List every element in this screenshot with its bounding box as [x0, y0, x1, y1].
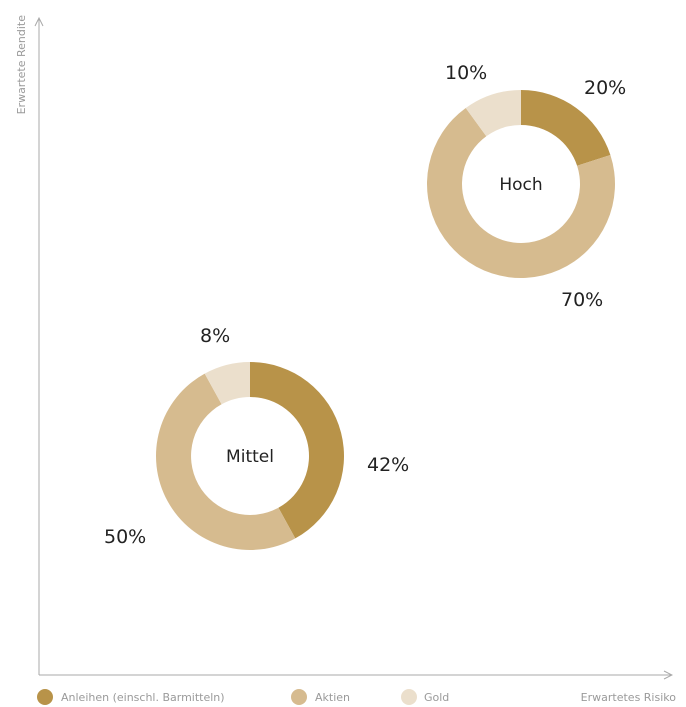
legend-swatch-anleihen — [37, 689, 53, 705]
legend-label-aktien: Aktien — [315, 691, 350, 704]
legend-label-anleihen: Anleihen (einschl. Barmitteln) — [61, 691, 225, 704]
donut-hoch-label-aktien: 70% — [561, 289, 603, 311]
donut-hoch-slice-gold — [465, 90, 521, 137]
donut-hoch: Hoch 20% 70% 10% — [427, 62, 626, 311]
legend-swatch-gold — [401, 689, 417, 705]
donut-mittel-label-gold: 8% — [200, 325, 230, 347]
donut-mittel-label-anleihen: 42% — [367, 454, 409, 476]
legend-swatch-aktien — [291, 689, 307, 705]
donut-hoch-label-gold: 10% — [445, 62, 487, 84]
donut-mittel-slice-aktien — [156, 373, 296, 550]
donut-mittel-center-label: Mittel — [226, 447, 274, 467]
x-axis-label: Erwartetes Risiko — [581, 691, 677, 704]
donut-mittel-label-aktien: 50% — [104, 526, 146, 548]
donut-hoch-slice-aktien — [427, 107, 615, 279]
donut-hoch-slice-anleihen — [521, 90, 611, 166]
legend: Anleihen (einschl. Barmitteln) Aktien Go… — [37, 689, 449, 705]
donut-hoch-label-anleihen: 20% — [584, 77, 626, 99]
donut-hoch-center-label: Hoch — [499, 175, 542, 195]
donut-mittel-slice-anleihen — [250, 361, 344, 539]
donut-mittel-slice-gold — [204, 362, 250, 405]
donut-mittel: Mittel 42% 50% 8% — [104, 325, 409, 550]
legend-label-gold: Gold — [424, 691, 449, 704]
y-axis-label: Erwartete Rendite — [15, 15, 28, 115]
